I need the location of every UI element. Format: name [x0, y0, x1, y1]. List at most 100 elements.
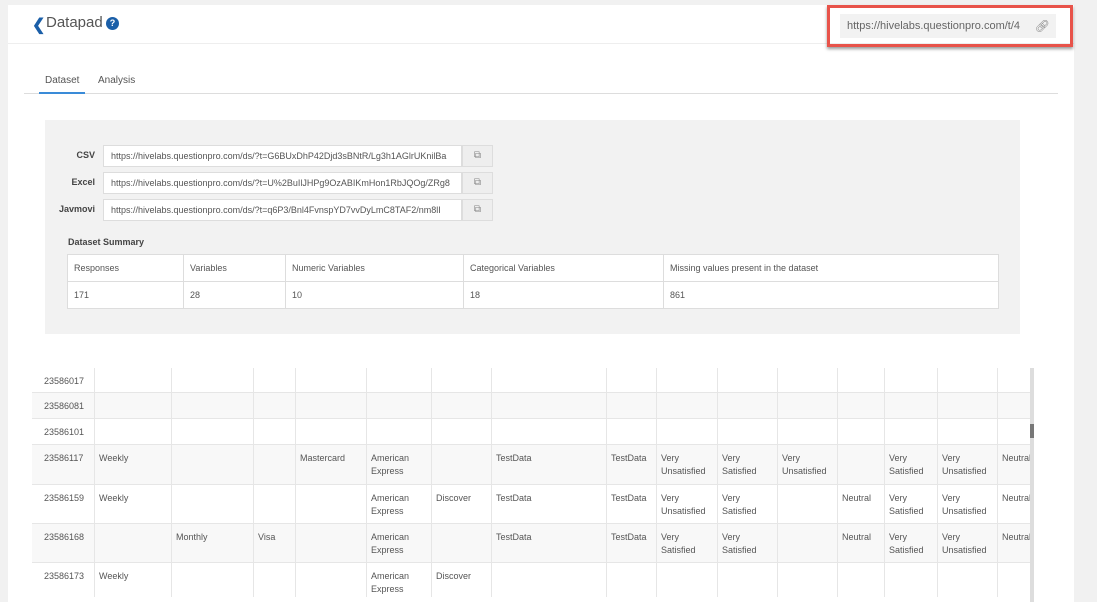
excel-url-input[interactable]: https://hivelabs.questionpro.com/ds/?t=U… [103, 172, 462, 194]
table-cell: Very Satisfied [718, 485, 778, 523]
table-cell [885, 563, 938, 597]
table-cell [296, 393, 367, 418]
table-cell [607, 419, 657, 444]
table-cell: TestData [492, 485, 607, 523]
table-cell [938, 419, 998, 444]
table-cell [607, 368, 657, 392]
grid-scrollbar[interactable] [1030, 368, 1034, 602]
table-cell: Weekly [95, 563, 172, 597]
table-cell [778, 485, 838, 523]
table-cell: Very Satisfied [718, 445, 778, 484]
response-id-cell: 23586159 [40, 485, 95, 523]
table-cell: TestData [607, 524, 657, 562]
table-cell [172, 563, 254, 597]
link-icon[interactable]: 🔗︎ [1034, 19, 1050, 33]
table-cell [432, 445, 492, 484]
copy-icon[interactable]: ⧉ [462, 199, 493, 221]
copy-icon[interactable]: ⧉ [462, 145, 493, 167]
summary-value: 171 [67, 281, 184, 309]
csv-link-row: CSV https://hivelabs.questionpro.com/ds/… [45, 145, 505, 167]
dataset-summary-title: Dataset Summary [68, 237, 145, 247]
response-id-cell: 23586017 [40, 368, 95, 392]
table-cell [95, 524, 172, 562]
table-cell [998, 393, 1032, 418]
response-id-cell: 23586117 [40, 445, 95, 484]
table-row: 23586173 Weekly American Express Discover [32, 563, 1032, 597]
javmovi-url-input[interactable]: https://hivelabs.questionpro.com/ds/?t=q… [103, 199, 462, 221]
table-cell [998, 563, 1032, 597]
table-cell [838, 445, 885, 484]
summary-value: 10 [285, 281, 464, 309]
summary-header: Categorical Variables [463, 254, 664, 282]
table-cell: American Express [367, 445, 432, 484]
table-cell [778, 368, 838, 392]
table-cell [778, 563, 838, 597]
grid-scrollbar-thumb[interactable] [1030, 424, 1034, 438]
page-title: Datapad [46, 14, 103, 31]
table-cell [718, 419, 778, 444]
copy-icon[interactable]: ⧉ [462, 172, 493, 194]
excel-label: Excel [71, 177, 95, 187]
table-row: 23586081 [32, 393, 1032, 419]
table-cell [172, 485, 254, 523]
table-cell [254, 393, 296, 418]
table-cell [492, 368, 607, 392]
table-cell [492, 393, 607, 418]
table-cell [938, 563, 998, 597]
table-cell [95, 393, 172, 418]
share-url-highlight: https://hivelabs.questionpro.com/t/4 🔗︎ [827, 5, 1073, 47]
table-cell: Very Unsatisfied [938, 445, 998, 484]
table-cell: Very Satisfied [885, 524, 938, 562]
table-cell [998, 419, 1032, 444]
download-links-card: CSV https://hivelabs.questionpro.com/ds/… [45, 120, 1020, 334]
header: ❮ Datapad ? https://hivelabs.questionpro… [8, 5, 1074, 47]
table-cell: Very Satisfied [657, 524, 718, 562]
table-cell [172, 445, 254, 484]
table-cell: American Express [367, 485, 432, 523]
table-cell [254, 445, 296, 484]
tab-dataset[interactable]: Dataset [39, 75, 86, 94]
table-cell: Monthly [172, 524, 254, 562]
table-cell [778, 524, 838, 562]
table-cell [254, 419, 296, 444]
help-icon[interactable]: ? [106, 17, 119, 30]
csv-url-input[interactable]: https://hivelabs.questionpro.com/ds/?t=G… [103, 145, 462, 167]
table-cell [778, 393, 838, 418]
table-cell [885, 368, 938, 392]
table-cell [718, 368, 778, 392]
table-cell [367, 393, 432, 418]
table-cell: Visa [254, 524, 296, 562]
tab-analysis[interactable]: Analysis [98, 75, 136, 86]
table-cell [778, 419, 838, 444]
share-url-field[interactable]: https://hivelabs.questionpro.com/t/4 🔗︎ [840, 14, 1056, 38]
table-cell [607, 563, 657, 597]
table-cell [885, 419, 938, 444]
data-grid: 23586017 23586081 23586101 23586117 Weekly Ma… [32, 363, 1032, 597]
table-cell: Discover [432, 485, 492, 523]
table-cell [657, 419, 718, 444]
table-cell [938, 368, 998, 392]
table-cell: American Express [367, 524, 432, 562]
summary-value: 861 [663, 281, 999, 309]
table-cell: Neutral [838, 524, 885, 562]
response-id-cell: 23586168 [40, 524, 95, 562]
javmovi-label: Javmovi [58, 204, 95, 214]
table-cell [254, 485, 296, 523]
javmovi-link-row: Javmovi https://hivelabs.questionpro.com… [45, 199, 505, 221]
back-chevron-icon[interactable]: ❮ [32, 17, 46, 34]
response-id-cell: 23586081 [40, 393, 95, 418]
table-cell [657, 393, 718, 418]
excel-link-row: Excel https://hivelabs.questionpro.com/d… [45, 172, 505, 194]
table-cell [718, 393, 778, 418]
table-cell [254, 368, 296, 392]
table-cell [367, 419, 432, 444]
table-cell: Neutral [998, 485, 1032, 523]
table-cell [172, 419, 254, 444]
table-cell [492, 563, 607, 597]
table-cell [172, 393, 254, 418]
table-cell: Very Satisfied [718, 524, 778, 562]
table-cell [838, 419, 885, 444]
table-cell: Very Unsatisfied [938, 524, 998, 562]
table-cell [838, 393, 885, 418]
table-cell [95, 419, 172, 444]
